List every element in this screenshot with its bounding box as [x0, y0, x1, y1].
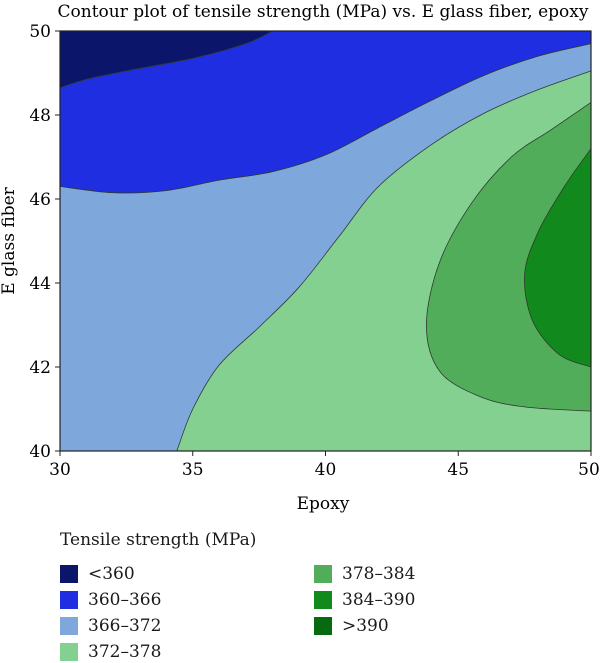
legend-swatch	[314, 591, 332, 609]
legend-swatch	[314, 565, 332, 583]
legend-item-lt360: <360	[60, 563, 135, 585]
y-axis-label: E glass fiber	[0, 186, 19, 294]
x-axis-label: Epoxy	[297, 494, 350, 514]
legend-title: Tensile strength (MPa)	[60, 530, 257, 550]
contour-chart: Contour plot of tensile strength (MPa) v…	[0, 2, 600, 514]
legend-label: 366–372	[88, 616, 162, 636]
legend: Tensile strength (MPa) <360 360–366 366–…	[60, 530, 580, 662]
legend-label: 360–366	[88, 590, 162, 610]
legend-label: >390	[342, 616, 389, 636]
y-tick-label: 48	[29, 106, 51, 126]
axis-ticks: 30 35 40 45 50 40 42 44 46 48 50	[29, 22, 599, 480]
legend-item-378-384: 378–384	[314, 563, 415, 585]
x-tick-label: 45	[447, 460, 469, 480]
x-tick-label: 40	[315, 460, 337, 480]
legend-swatch	[314, 617, 332, 635]
legend-label: 372–378	[88, 642, 162, 662]
legend-swatch	[60, 565, 78, 583]
y-tick-label: 46	[29, 190, 51, 210]
legend-label: <360	[88, 564, 135, 584]
chart-title: Contour plot of tensile strength (MPa) v…	[58, 2, 589, 22]
legend-label: 384–390	[342, 590, 416, 610]
legend-item-360-366: 360–366	[60, 589, 161, 611]
contour-region-384-390	[524, 147, 592, 368]
x-tick-label: 50	[578, 460, 600, 480]
legend-swatch	[60, 643, 78, 661]
y-tick-label: 42	[29, 358, 51, 378]
contour-regions	[59, 30, 592, 452]
legend-swatch	[60, 591, 78, 609]
legend-item-366-372: 366–372	[60, 615, 161, 637]
legend-item-384-390: 384–390	[314, 589, 415, 611]
legend-item-gt390: >390	[314, 615, 389, 637]
y-tick-label: 44	[29, 274, 51, 294]
y-tick-label: 50	[29, 22, 51, 42]
legend-item-372-378: 372–378	[60, 641, 161, 663]
x-tick-label: 35	[182, 460, 204, 480]
y-tick-label: 40	[29, 442, 51, 462]
x-tick-label: 30	[49, 460, 71, 480]
legend-swatch	[60, 617, 78, 635]
legend-label: 378–384	[342, 564, 416, 584]
